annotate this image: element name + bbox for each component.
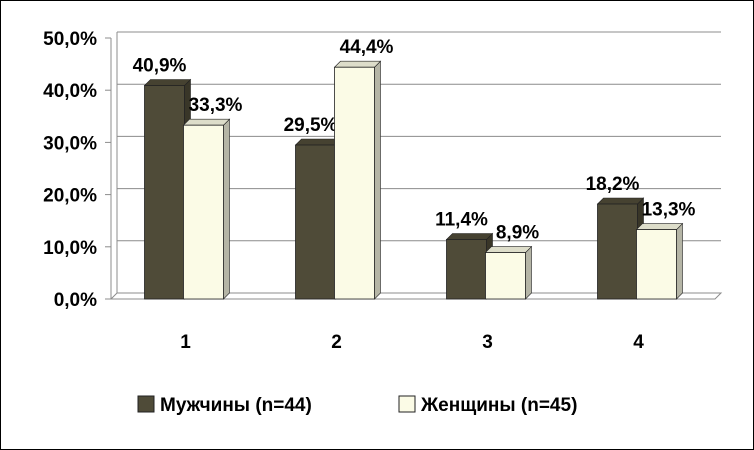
bar [144, 85, 185, 300]
data-label: 18,2% [586, 174, 640, 195]
data-label: 11,4% [435, 209, 488, 230]
data-label: 44,4% [340, 37, 394, 58]
data-label: 29,5% [284, 115, 338, 136]
y-tick-label: 50,0% [43, 29, 97, 50]
bar [485, 252, 526, 300]
bar-top [635, 223, 684, 230]
legend-label: Женщины (n=45) [420, 395, 577, 416]
x-tick-label: 4 [633, 332, 644, 353]
bar-top [445, 233, 494, 240]
bar-side [525, 245, 532, 300]
bar-top [484, 246, 533, 253]
bar-side [374, 60, 381, 300]
legend-swatch [398, 395, 416, 413]
bar [636, 229, 677, 300]
data-label: 33,3% [189, 95, 243, 116]
bar [295, 144, 336, 300]
bar-top [596, 197, 645, 205]
bar [334, 66, 375, 300]
data-label: 40,9% [133, 56, 187, 77]
data-label: 13,3% [642, 200, 696, 221]
bar-top [182, 118, 231, 126]
bar-top [143, 79, 192, 86]
bar [183, 124, 224, 300]
y-tick-label: 0,0% [54, 290, 97, 311]
x-tick-label: 2 [331, 332, 342, 353]
bar-side [223, 118, 230, 300]
y-tick-label: 40,0% [43, 81, 97, 102]
y-tick-label: 30,0% [43, 133, 97, 154]
legend-label: Мужчины (n=44) [160, 395, 312, 416]
bar-top [333, 60, 382, 68]
x-tick-label: 3 [482, 332, 493, 353]
x-tick-label: 1 [180, 332, 191, 353]
y-tick-label: 10,0% [43, 238, 97, 259]
bar [597, 203, 638, 300]
y-tick-label: 20,0% [43, 186, 97, 207]
data-label: 8,9% [496, 223, 539, 244]
bar [446, 239, 487, 300]
bar-side [676, 222, 683, 300]
legend-swatch [137, 395, 155, 413]
